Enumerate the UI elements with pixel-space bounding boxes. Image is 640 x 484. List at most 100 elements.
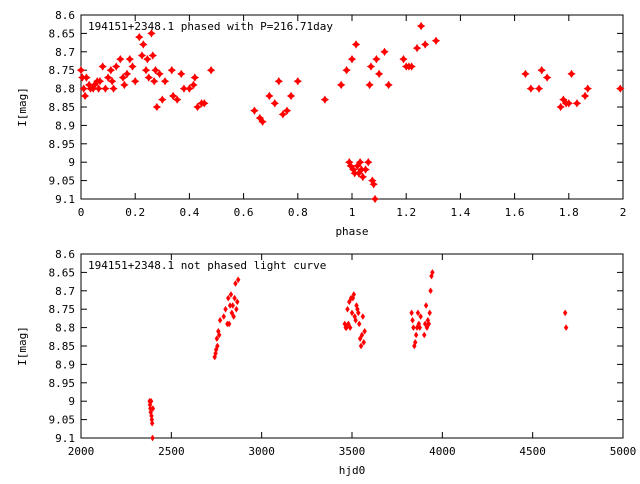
- data-point: [361, 338, 366, 346]
- data-point: [559, 95, 568, 104]
- data-point: [155, 69, 164, 79]
- x-tick-label: 5000: [610, 445, 637, 458]
- data-point: [418, 313, 423, 320]
- data-point: [407, 62, 416, 71]
- data-point: [356, 309, 361, 317]
- data-point: [415, 309, 421, 317]
- data-point: [158, 95, 167, 104]
- data-point: [422, 320, 428, 328]
- plot-panel-1: 8.6 8.65 8.7 8.75 8.8 8.85 8.9 8.95 9 9.05 9.10 0.2…: [16, 9, 626, 238]
- data-point: [526, 84, 536, 93]
- data-point: [374, 69, 384, 79]
- data-point: [216, 331, 222, 339]
- data-point: [235, 276, 241, 284]
- data-point: [98, 62, 107, 71]
- data-point: [250, 106, 259, 115]
- data-point: [354, 169, 363, 178]
- data-point: [108, 77, 117, 86]
- data-point: [583, 84, 592, 93]
- y-tick-label: 8.95: [49, 138, 76, 151]
- data-point: [417, 324, 422, 331]
- data-point: [109, 84, 118, 93]
- x-tick-label: 1.4: [450, 206, 470, 219]
- x-tick-label: 0.6: [234, 206, 254, 219]
- data-point: [537, 66, 546, 75]
- data-point: [230, 302, 236, 309]
- data-point: [76, 66, 86, 75]
- data-point: [231, 313, 236, 320]
- data-point: [567, 69, 576, 79]
- data-point: [234, 305, 239, 313]
- data-point: [427, 309, 432, 317]
- data-point: [150, 434, 155, 442]
- data-point: [168, 91, 178, 101]
- data-point: [346, 320, 351, 328]
- data-point: [137, 51, 147, 60]
- data-point: [214, 335, 220, 343]
- data-point: [101, 84, 110, 93]
- data-point: [144, 73, 153, 82]
- data-point: [369, 180, 378, 189]
- y-tick-label: 8.7: [55, 46, 75, 59]
- data-point: [193, 102, 202, 112]
- data-point: [148, 51, 157, 60]
- data-point: [135, 32, 144, 42]
- data-point: [200, 99, 209, 108]
- data-point: [344, 324, 349, 331]
- data-point: [616, 84, 625, 93]
- data-point: [125, 55, 134, 64]
- data-point: [358, 172, 367, 182]
- data-point: [413, 331, 419, 339]
- data-point: [177, 69, 186, 79]
- y-tick-label: 8.8: [55, 322, 75, 335]
- data-point: [226, 294, 231, 302]
- data-point: [152, 102, 162, 112]
- data-point: [160, 77, 170, 86]
- y-tick-label: 8.7: [55, 285, 75, 298]
- data-point: [431, 36, 441, 45]
- data-point: [143, 55, 152, 64]
- data-point: [426, 320, 432, 328]
- data-point: [141, 66, 151, 75]
- data-point: [412, 338, 418, 346]
- data-point: [410, 316, 415, 324]
- data-point: [372, 55, 381, 64]
- data-point: [534, 84, 544, 93]
- data-point: [122, 69, 132, 79]
- y-tick-label: 9: [68, 395, 75, 408]
- data-point: [148, 397, 154, 405]
- data-point: [167, 66, 176, 75]
- data-point: [226, 320, 232, 328]
- data-point: [370, 194, 380, 204]
- data-point: [229, 309, 235, 317]
- data-point: [347, 298, 352, 306]
- data-point: [362, 327, 367, 335]
- x-axis-label: hjd0: [339, 464, 366, 477]
- data-point: [179, 84, 189, 93]
- chart-title: 194151+2348.1 phased with P=216.71day: [88, 20, 333, 33]
- data-point: [411, 324, 416, 331]
- data-point: [337, 80, 346, 90]
- data-point: [556, 102, 565, 112]
- data-point: [95, 77, 105, 86]
- data-point: [94, 84, 103, 93]
- y-tick-label: 8.75: [49, 64, 76, 77]
- y-tick-label: 9.1: [55, 193, 75, 206]
- data-point: [282, 106, 292, 115]
- data-point: [384, 80, 393, 90]
- data-point: [206, 66, 216, 75]
- data-point: [106, 66, 115, 75]
- data-point: [149, 419, 155, 427]
- data-point: [189, 80, 198, 90]
- data-point: [366, 62, 376, 71]
- data-point: [421, 40, 430, 49]
- x-tick-label: 4500: [519, 445, 546, 458]
- data-point: [564, 99, 573, 108]
- x-tick-label: 1.6: [505, 206, 525, 219]
- data-point: [412, 43, 422, 53]
- data-point: [278, 110, 288, 119]
- y-tick-label: 8.85: [49, 340, 76, 353]
- data-point: [215, 342, 220, 350]
- data-point: [364, 158, 373, 167]
- data-point: [79, 84, 88, 93]
